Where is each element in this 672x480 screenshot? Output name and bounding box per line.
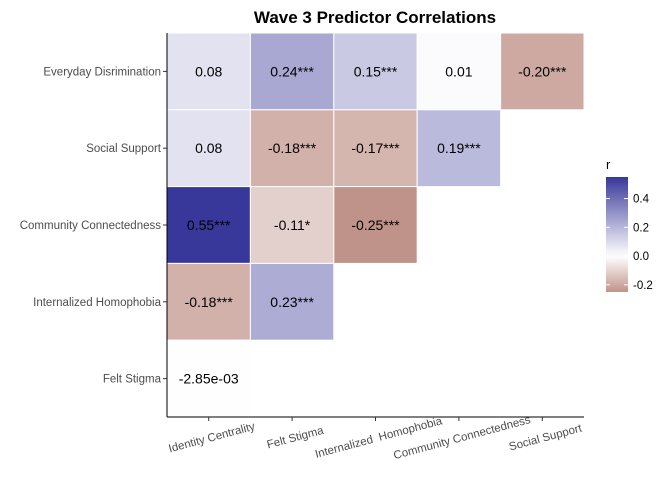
cell-value-label: 0.08 — [195, 63, 222, 79]
heatmap-cells: 0.08 0.24*** 0.15*** 0.01 -0.20*** 0.08 -0.18*… — [166, 32, 585, 418]
legend-tick-label: 0.2 — [633, 222, 649, 234]
heatmap-cell — [166, 32, 251, 111]
cell-value-label: 0.23*** — [270, 294, 314, 310]
cell-value-label: 0.24*** — [270, 63, 314, 79]
heatmap-cell — [333, 32, 418, 111]
legend-color-bar — [606, 177, 628, 292]
heatmap-cell — [333, 109, 418, 188]
cell-value-label: -0.25*** — [351, 217, 400, 233]
x-tick-label: Identity Centrality — [167, 421, 256, 456]
cell-value-label: -0.18*** — [185, 294, 234, 310]
heatmap-cell — [333, 186, 418, 264]
heatmap-cell — [166, 109, 251, 188]
x-axis: Identity Centrality Felt StigmaInternaliz… — [167, 414, 584, 462]
legend-tick-label: 0.0 — [633, 251, 649, 263]
cell-value-label: -0.20*** — [518, 63, 567, 79]
cell-value-label: 0.08 — [195, 140, 222, 156]
cell-value-label: -0.11* — [274, 217, 311, 233]
cell-value-label: 0.01 — [445, 63, 472, 79]
y-tick-label: Social Support — [86, 143, 162, 155]
heatmap-cell — [166, 262, 251, 341]
cell-value-label: -2.85e-03 — [179, 371, 239, 387]
cell-value-label: 0.19*** — [437, 140, 481, 156]
y-tick-label: Everyday Disrimination — [43, 66, 161, 78]
heatmap-cell — [416, 109, 502, 188]
x-tick-label: Felt Stigma — [266, 425, 326, 452]
legend-tick-label: -0.2 — [633, 280, 653, 292]
chart-title: Wave 3 Predictor Correlations — [254, 8, 496, 27]
heatmap-cell — [249, 32, 335, 111]
heatmap-cell — [166, 186, 251, 264]
heatmap-cell — [500, 32, 585, 111]
cell-value-label: 0.15*** — [354, 63, 398, 79]
heatmap-cell — [416, 32, 502, 111]
y-tick-label: Felt Stigma — [103, 374, 162, 386]
legend-title: r — [606, 157, 611, 172]
color-legend: r 0.4 0.2 0.0 -0.2 — [606, 157, 653, 292]
y-tick-label: Internalized Homophobia — [33, 297, 161, 309]
y-axis: Everyday Disrimination Social Support Comm… — [20, 33, 168, 417]
cell-value-label: 0.55*** — [187, 217, 231, 233]
cell-value-label: -0.17*** — [351, 140, 400, 156]
cell-value-label: -0.18*** — [268, 140, 317, 156]
legend-tick-label: 0.4 — [633, 194, 650, 206]
y-tick-label: Community Connectedness — [20, 220, 162, 232]
x-tick-label: Community Connectedness — [392, 414, 532, 462]
heatmap-cell — [249, 262, 335, 341]
heatmap-cell — [166, 339, 251, 418]
